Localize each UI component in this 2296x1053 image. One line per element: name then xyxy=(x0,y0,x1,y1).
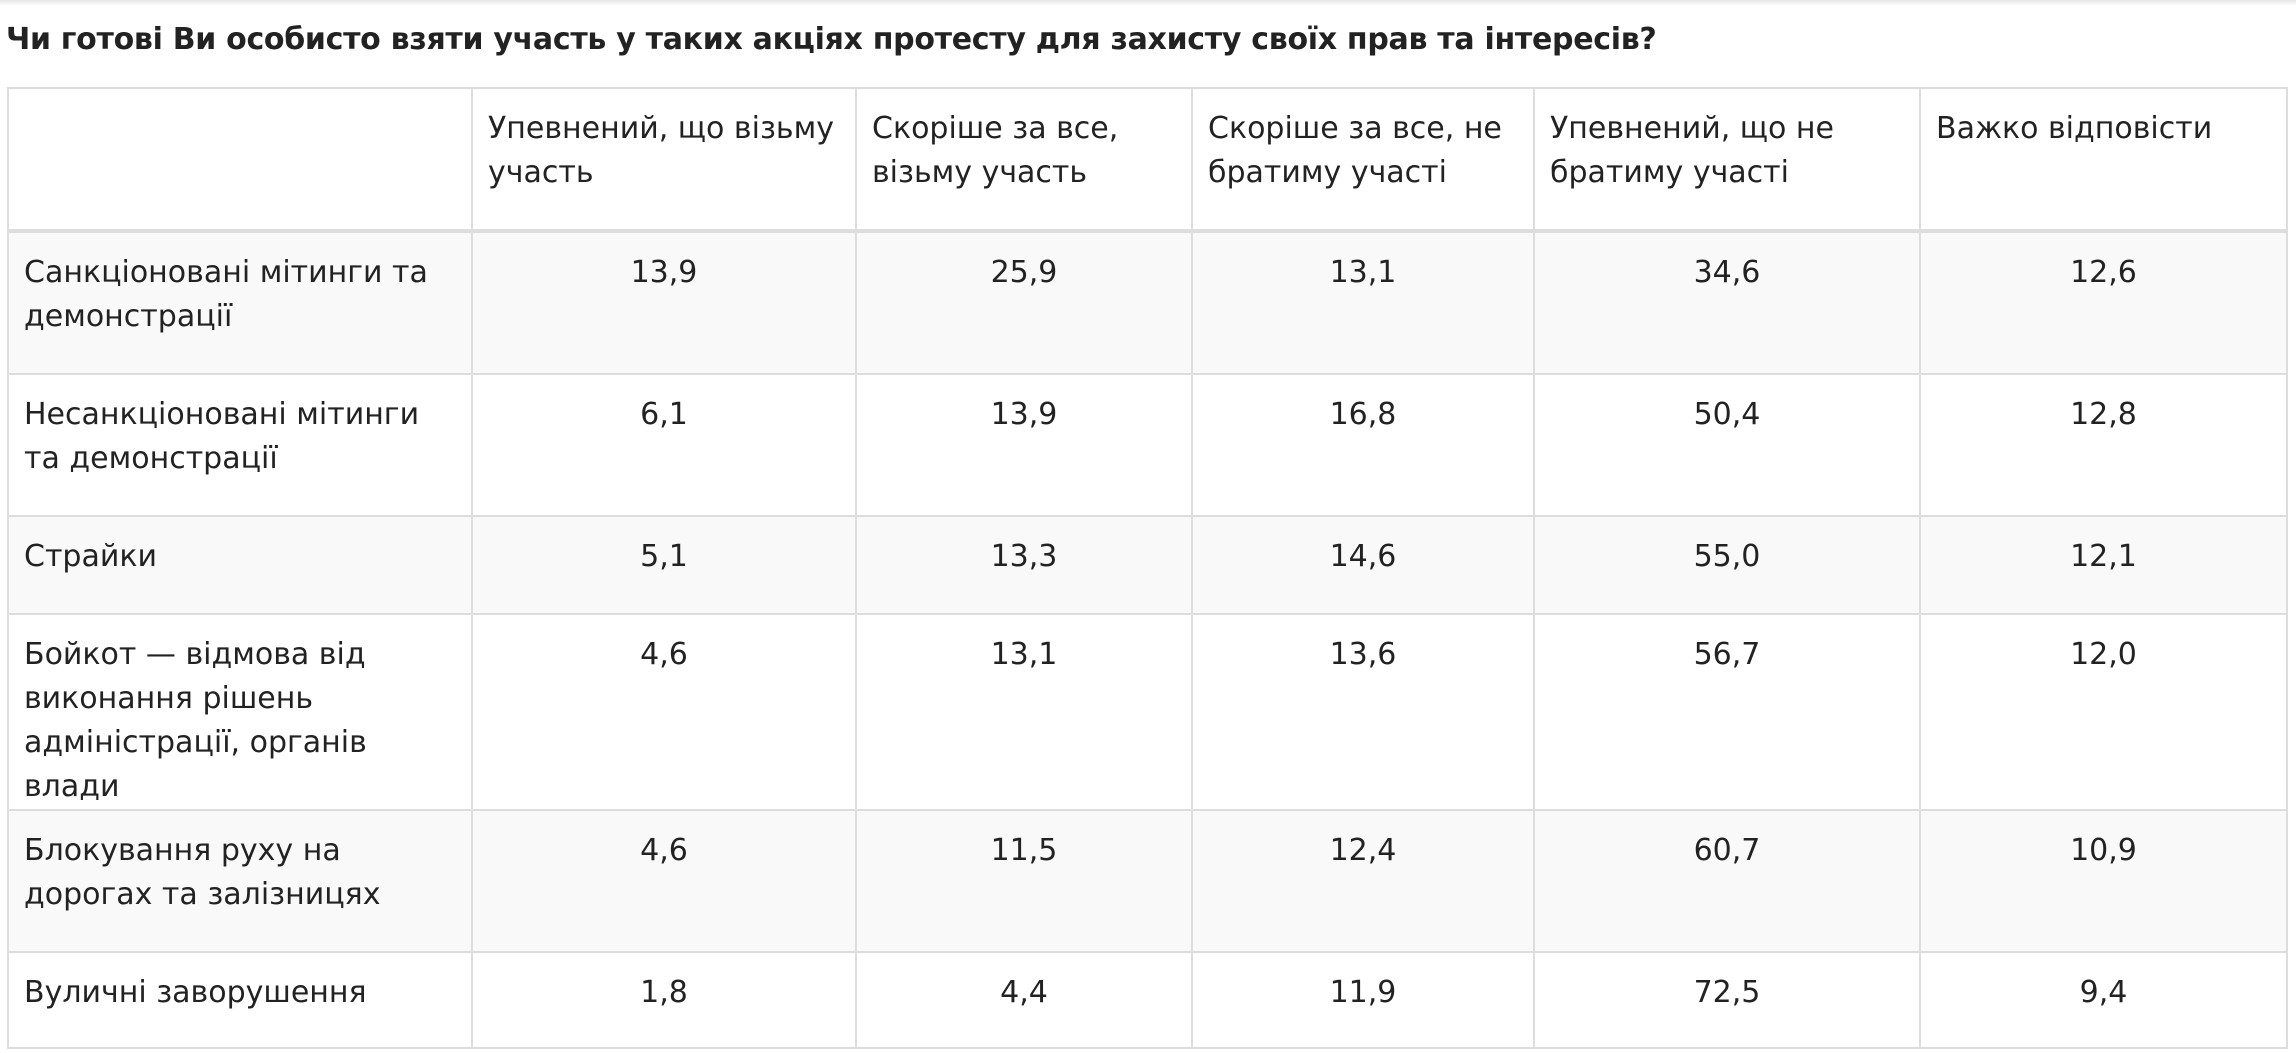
table-cell: 16,8 xyxy=(1191,373,1535,517)
table-row: Санкціоновані мітинги та демонстрації 13… xyxy=(7,230,2288,375)
table-cell: 60,7 xyxy=(1533,809,1921,953)
table-cell: 6,1 xyxy=(471,373,857,517)
column-header-empty xyxy=(7,87,473,233)
table-row: Блокування руху на дорогах та залізницях… xyxy=(7,809,2288,953)
table-cell: 4,6 xyxy=(471,809,857,953)
survey-table: Упевнений, що візьму участь Скоріше за в… xyxy=(7,87,2288,1049)
table-cell: 5,1 xyxy=(471,515,857,615)
table-cell: 11,9 xyxy=(1191,951,1535,1049)
table-cell: 12,4 xyxy=(1191,809,1535,953)
table-cell: 14,6 xyxy=(1191,515,1535,615)
table-cell: 12,6 xyxy=(1919,230,2288,375)
table-row: Бойкот — відмова від виконання рішень ад… xyxy=(7,613,2288,811)
table-cell: 13,1 xyxy=(1191,230,1535,375)
row-label: Страйки xyxy=(7,515,473,615)
top-shadow xyxy=(0,0,2296,6)
table-cell: 10,9 xyxy=(1919,809,2288,953)
column-header-hard-to-say: Важко відповісти xyxy=(1919,87,2288,233)
table-cell: 72,5 xyxy=(1533,951,1921,1049)
table-cell: 25,9 xyxy=(855,230,1193,375)
table-header-row: Упевнений, що візьму участь Скоріше за в… xyxy=(7,87,2288,233)
table-title: Чи готові Ви особисто взяти участь у так… xyxy=(6,22,1657,57)
row-label: Блокування руху на дорогах та залізницях xyxy=(7,809,473,953)
table-cell: 56,7 xyxy=(1533,613,1921,811)
row-label: Несанкціоновані мітинги та демонстрації xyxy=(7,373,473,517)
row-label: Санкціоновані мітинги та демонстрації xyxy=(7,230,473,375)
table-cell: 13,3 xyxy=(855,515,1193,615)
row-label: Бойкот — відмова від виконання рішень ад… xyxy=(7,613,473,811)
column-header-sure-wont: Упевнений, що не братиму участі xyxy=(1533,87,1921,233)
table-cell: 13,1 xyxy=(855,613,1193,811)
table-row: Несанкціоновані мітинги та демонстрації … xyxy=(7,373,2288,517)
table-cell: 50,4 xyxy=(1533,373,1921,517)
table-cell: 12,0 xyxy=(1919,613,2288,811)
table-cell: 12,8 xyxy=(1919,373,2288,517)
table-row: Вуличні заворушення 1,8 4,4 11,9 72,5 9,… xyxy=(7,951,2288,1049)
table-cell: 9,4 xyxy=(1919,951,2288,1049)
table-cell: 11,5 xyxy=(855,809,1193,953)
table-cell: 13,6 xyxy=(1191,613,1535,811)
table-cell: 13,9 xyxy=(855,373,1193,517)
column-header-sure-will: Упевнений, що візьму участь xyxy=(471,87,857,233)
table-cell: 12,1 xyxy=(1919,515,2288,615)
table-cell: 1,8 xyxy=(471,951,857,1049)
column-header-likely-wont: Скоріше за все, не братиму участі xyxy=(1191,87,1535,233)
table-cell: 4,4 xyxy=(855,951,1193,1049)
table-cell: 13,9 xyxy=(471,230,857,375)
table-cell: 4,6 xyxy=(471,613,857,811)
table-row: Страйки 5,1 13,3 14,6 55,0 12,1 xyxy=(7,515,2288,615)
column-header-likely-will: Скоріше за все, візьму участь xyxy=(855,87,1193,233)
row-label: Вуличні заворушення xyxy=(7,951,473,1049)
table-cell: 55,0 xyxy=(1533,515,1921,615)
table-cell: 34,6 xyxy=(1533,230,1921,375)
